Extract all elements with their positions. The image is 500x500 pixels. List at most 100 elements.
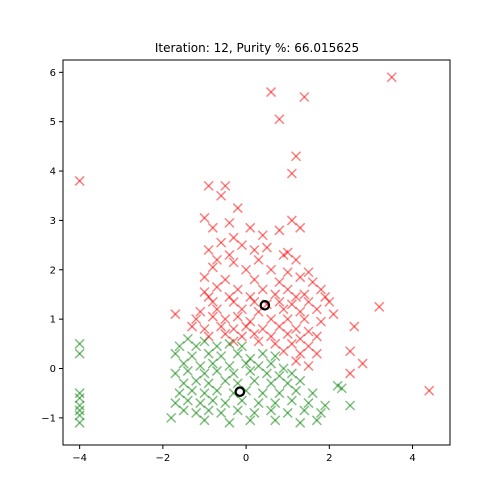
scatter-point bbox=[203, 245, 214, 256]
scatter-point bbox=[178, 358, 189, 369]
scatter-point bbox=[274, 370, 285, 381]
scatter-point bbox=[216, 407, 227, 418]
y-tick-label: 3 bbox=[50, 216, 56, 227]
scatter-point bbox=[311, 331, 322, 342]
scatter-point bbox=[199, 212, 210, 223]
scatter-point bbox=[266, 314, 277, 325]
x-tick-label: 2 bbox=[326, 453, 332, 464]
scatter-point bbox=[249, 328, 260, 339]
scatter-point bbox=[286, 395, 297, 406]
scatter-point bbox=[345, 346, 356, 357]
scatter-point bbox=[311, 348, 322, 359]
scatter-point bbox=[207, 262, 218, 273]
scatter-point bbox=[357, 358, 368, 369]
scatter-point bbox=[386, 72, 397, 83]
scatter-point bbox=[224, 360, 235, 372]
scatter-point bbox=[191, 341, 202, 352]
scatter-point bbox=[211, 282, 222, 293]
scatter-point bbox=[228, 296, 239, 307]
scatter-point bbox=[170, 348, 181, 359]
scatter-point bbox=[270, 398, 281, 409]
scatter-point bbox=[291, 254, 302, 265]
scatter-point bbox=[261, 368, 272, 379]
scatter-point bbox=[228, 232, 239, 243]
scatter-point bbox=[220, 180, 231, 191]
x-tick-label: −4 bbox=[72, 453, 87, 464]
scatter-point bbox=[195, 306, 206, 317]
scatter-point bbox=[270, 351, 281, 362]
scatter-point bbox=[253, 254, 264, 265]
scatter-point bbox=[274, 296, 285, 307]
scatter-point bbox=[291, 291, 302, 302]
scatter-point bbox=[295, 333, 306, 344]
x-tick-label: 4 bbox=[409, 453, 415, 464]
scatter-point bbox=[236, 341, 247, 352]
scatter-point bbox=[257, 348, 268, 359]
scatter-point bbox=[207, 395, 218, 406]
scatter-point bbox=[207, 358, 218, 369]
scatter-point bbox=[216, 321, 227, 332]
scatter-point bbox=[349, 321, 360, 332]
scatter-point bbox=[291, 323, 302, 335]
scatter-point bbox=[295, 306, 306, 317]
scatter-point bbox=[282, 314, 293, 325]
scatter-point bbox=[236, 240, 247, 251]
scatter-point bbox=[182, 333, 193, 344]
y-tick-label: 0 bbox=[50, 364, 56, 375]
scatter-point bbox=[203, 378, 214, 389]
scatter-point bbox=[253, 360, 264, 372]
scatter-point bbox=[220, 328, 231, 339]
scatter-point bbox=[245, 222, 256, 233]
scatter-point bbox=[311, 415, 322, 426]
scatter-point bbox=[232, 203, 243, 214]
centroids-layer bbox=[234, 300, 271, 397]
scatter-point bbox=[249, 274, 260, 285]
scatter-point bbox=[186, 321, 198, 332]
scatter-point bbox=[203, 405, 214, 416]
scatter-point bbox=[186, 351, 198, 362]
scatter-point bbox=[74, 405, 85, 416]
scatter-point bbox=[295, 348, 306, 359]
scatter-point bbox=[336, 383, 347, 394]
y-tick-label: −1 bbox=[41, 413, 56, 424]
scatter-point bbox=[191, 407, 202, 418]
scatter-point bbox=[74, 400, 85, 411]
scatter-point bbox=[245, 365, 256, 376]
scatter-point bbox=[278, 346, 289, 357]
scatter-point bbox=[311, 304, 322, 315]
scatter-point bbox=[207, 296, 218, 307]
scatter-point bbox=[303, 360, 314, 372]
scatter-point bbox=[315, 407, 327, 418]
scatter-point bbox=[278, 363, 289, 374]
scatter-point bbox=[345, 400, 356, 411]
scatter-point bbox=[207, 311, 218, 322]
scatter-point bbox=[257, 323, 268, 335]
scatter-point bbox=[278, 304, 289, 315]
scatter-point bbox=[220, 398, 231, 409]
scatter-point bbox=[295, 417, 306, 428]
scatter-point bbox=[216, 351, 227, 362]
scatter-point bbox=[282, 284, 293, 295]
scatter-point bbox=[324, 296, 335, 307]
scatter-point bbox=[266, 264, 277, 275]
scatter-point bbox=[328, 309, 339, 320]
scatter-point bbox=[249, 375, 260, 386]
scatter-point bbox=[224, 338, 235, 349]
scatter-point bbox=[303, 341, 314, 352]
scatter-point bbox=[211, 304, 222, 315]
scatter-point bbox=[74, 348, 85, 359]
scatter-point bbox=[282, 267, 293, 278]
scatter-point bbox=[266, 331, 277, 342]
y-tick-label: 4 bbox=[50, 167, 56, 178]
scatter-point bbox=[295, 272, 306, 283]
scatter-point bbox=[241, 358, 252, 369]
chart-title: Iteration: 12, Purity %: 66.015625 bbox=[155, 41, 359, 55]
scatter-point bbox=[257, 230, 268, 241]
scatter-point bbox=[299, 289, 310, 300]
scatter-point bbox=[232, 378, 243, 389]
scatter-point bbox=[170, 309, 181, 320]
scatter-point bbox=[274, 225, 285, 236]
scatter-point bbox=[253, 336, 264, 347]
scatter-point bbox=[174, 341, 185, 352]
scatter-point bbox=[424, 385, 435, 396]
